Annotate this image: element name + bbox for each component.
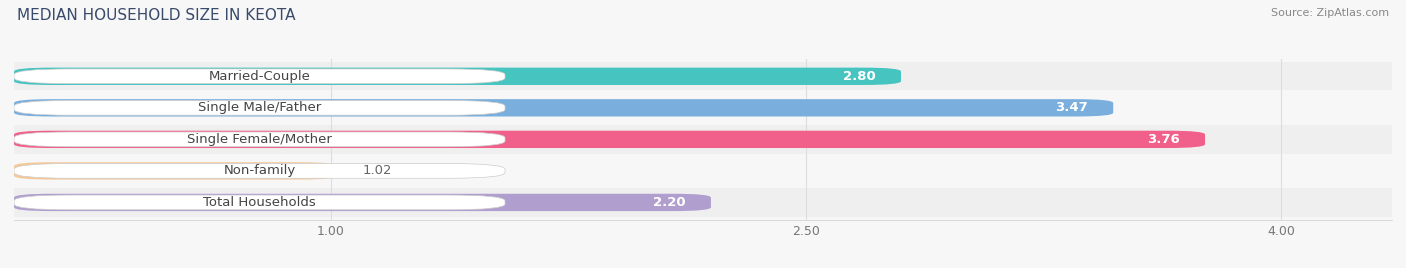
Bar	[14, 188, 1392, 217]
Text: 2.80: 2.80	[842, 70, 876, 83]
FancyBboxPatch shape	[14, 163, 505, 178]
FancyBboxPatch shape	[14, 99, 1114, 117]
FancyBboxPatch shape	[14, 131, 1205, 148]
Text: 2.20: 2.20	[652, 196, 686, 209]
Text: Single Female/Mother: Single Female/Mother	[187, 133, 332, 146]
Text: Single Male/Father: Single Male/Father	[198, 101, 321, 114]
Bar	[14, 94, 1392, 122]
Text: Source: ZipAtlas.com: Source: ZipAtlas.com	[1271, 8, 1389, 18]
Text: 1.02: 1.02	[363, 164, 392, 177]
FancyBboxPatch shape	[14, 100, 505, 115]
Text: Married-Couple: Married-Couple	[208, 70, 311, 83]
Text: 3.76: 3.76	[1147, 133, 1180, 146]
FancyBboxPatch shape	[14, 68, 901, 85]
FancyBboxPatch shape	[14, 162, 337, 180]
FancyBboxPatch shape	[14, 195, 505, 210]
Bar	[14, 157, 1392, 185]
Text: Total Households: Total Households	[204, 196, 316, 209]
Text: MEDIAN HOUSEHOLD SIZE IN KEOTA: MEDIAN HOUSEHOLD SIZE IN KEOTA	[17, 8, 295, 23]
FancyBboxPatch shape	[14, 132, 505, 147]
Text: 3.47: 3.47	[1054, 101, 1088, 114]
FancyBboxPatch shape	[14, 69, 505, 84]
FancyBboxPatch shape	[14, 194, 711, 211]
Bar	[14, 125, 1392, 154]
Text: Non-family: Non-family	[224, 164, 295, 177]
Bar	[14, 62, 1392, 91]
